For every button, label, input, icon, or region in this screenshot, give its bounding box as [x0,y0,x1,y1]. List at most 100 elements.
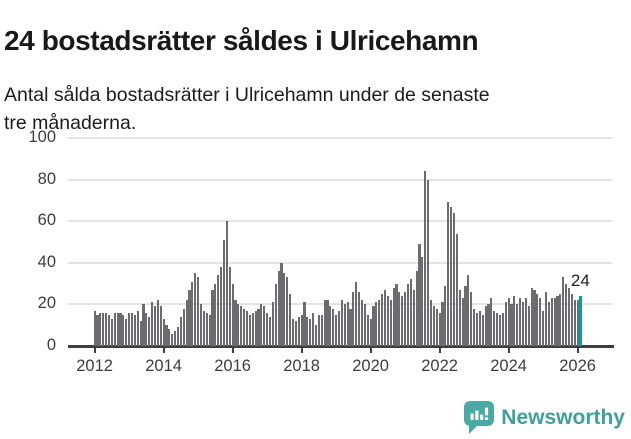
bar [424,171,427,346]
bar [171,333,174,346]
bar [185,300,188,346]
bar [102,312,105,346]
bar [556,296,559,346]
bar [553,298,556,346]
bar [245,310,249,346]
bar [280,262,283,346]
bar [211,289,214,346]
bar [406,283,410,346]
newsworthy-logo-icon [464,401,495,434]
bar [188,289,191,346]
bar [300,314,303,346]
bar [122,314,125,346]
bar [533,289,536,346]
bar [240,306,243,346]
bar [429,300,433,346]
bar [372,306,375,346]
x-axis-label-2026: 2026 [559,357,596,375]
subtitle-line-1: Antal sålda bostadsrätter i Ulricehamn u… [4,83,490,106]
bar [145,312,148,346]
bar [116,312,119,346]
bar [450,206,453,346]
bar [527,306,530,346]
bar [191,281,194,346]
bar [355,281,358,346]
y-axis-label-100: 100 [28,128,56,146]
bar [386,296,389,346]
x-axis-label-2022: 2022 [421,357,458,375]
bar [110,318,113,346]
bar [363,304,366,346]
bar [297,316,300,346]
bar [237,304,240,346]
bar [360,300,364,346]
bar [125,318,128,346]
brand-footer[interactable]: Newsworthy [464,401,625,434]
bar [513,296,516,346]
brand-name: Newsworthy [501,405,625,429]
bar [202,310,205,346]
bar [159,306,162,346]
bar [507,298,510,346]
bar [96,314,99,346]
x-tick-2020 [369,346,372,353]
bar [268,316,272,346]
gridline-y-20 [68,303,612,306]
bar [113,312,116,346]
bar [516,304,519,346]
bar [401,296,404,346]
bar [432,306,435,346]
gridline-y-100 [68,137,612,139]
x-tick-2014 [162,346,165,353]
bar [251,312,254,346]
bar [392,287,395,346]
bar [197,277,200,346]
bar [128,312,131,346]
x-tick-2018 [300,346,303,353]
bar [490,298,493,346]
bar [260,304,263,346]
bar [179,316,182,346]
bar [309,318,312,346]
bar [343,304,346,346]
x-tick-2022 [438,346,441,353]
bar [484,306,487,346]
bar [536,294,539,346]
bar [214,283,217,346]
bar [286,277,289,346]
y-axis-label-60: 60 [37,211,56,230]
bar [470,291,473,346]
bar [199,304,203,346]
bar [496,312,499,346]
x-axis-label-2016: 2016 [214,357,251,375]
bar [266,312,269,346]
bar [306,316,309,346]
bar [99,312,102,346]
bar [205,312,208,346]
bar [271,302,274,346]
x-tick-2024 [507,346,510,353]
bar [404,291,407,346]
bar [565,283,568,346]
gridline-y-40 [68,261,612,264]
bar [493,310,496,346]
bar-highlighted-latest [579,296,582,346]
bar [107,314,111,346]
x-axis-label-2012: 2012 [76,357,113,375]
bar [458,289,461,346]
bar [421,256,424,346]
x-tick-2012 [93,346,96,353]
bar [312,312,315,346]
subtitle-line-2: tre månaderna. [4,111,137,134]
bar [467,275,470,346]
y-axis-label-40: 40 [37,252,56,271]
bar [153,306,157,346]
bar [510,304,513,346]
bar [217,275,220,346]
bar [168,329,171,346]
bar [475,312,479,346]
bar [174,331,177,346]
bar [570,294,573,346]
y-axis-label-80: 80 [37,169,56,188]
